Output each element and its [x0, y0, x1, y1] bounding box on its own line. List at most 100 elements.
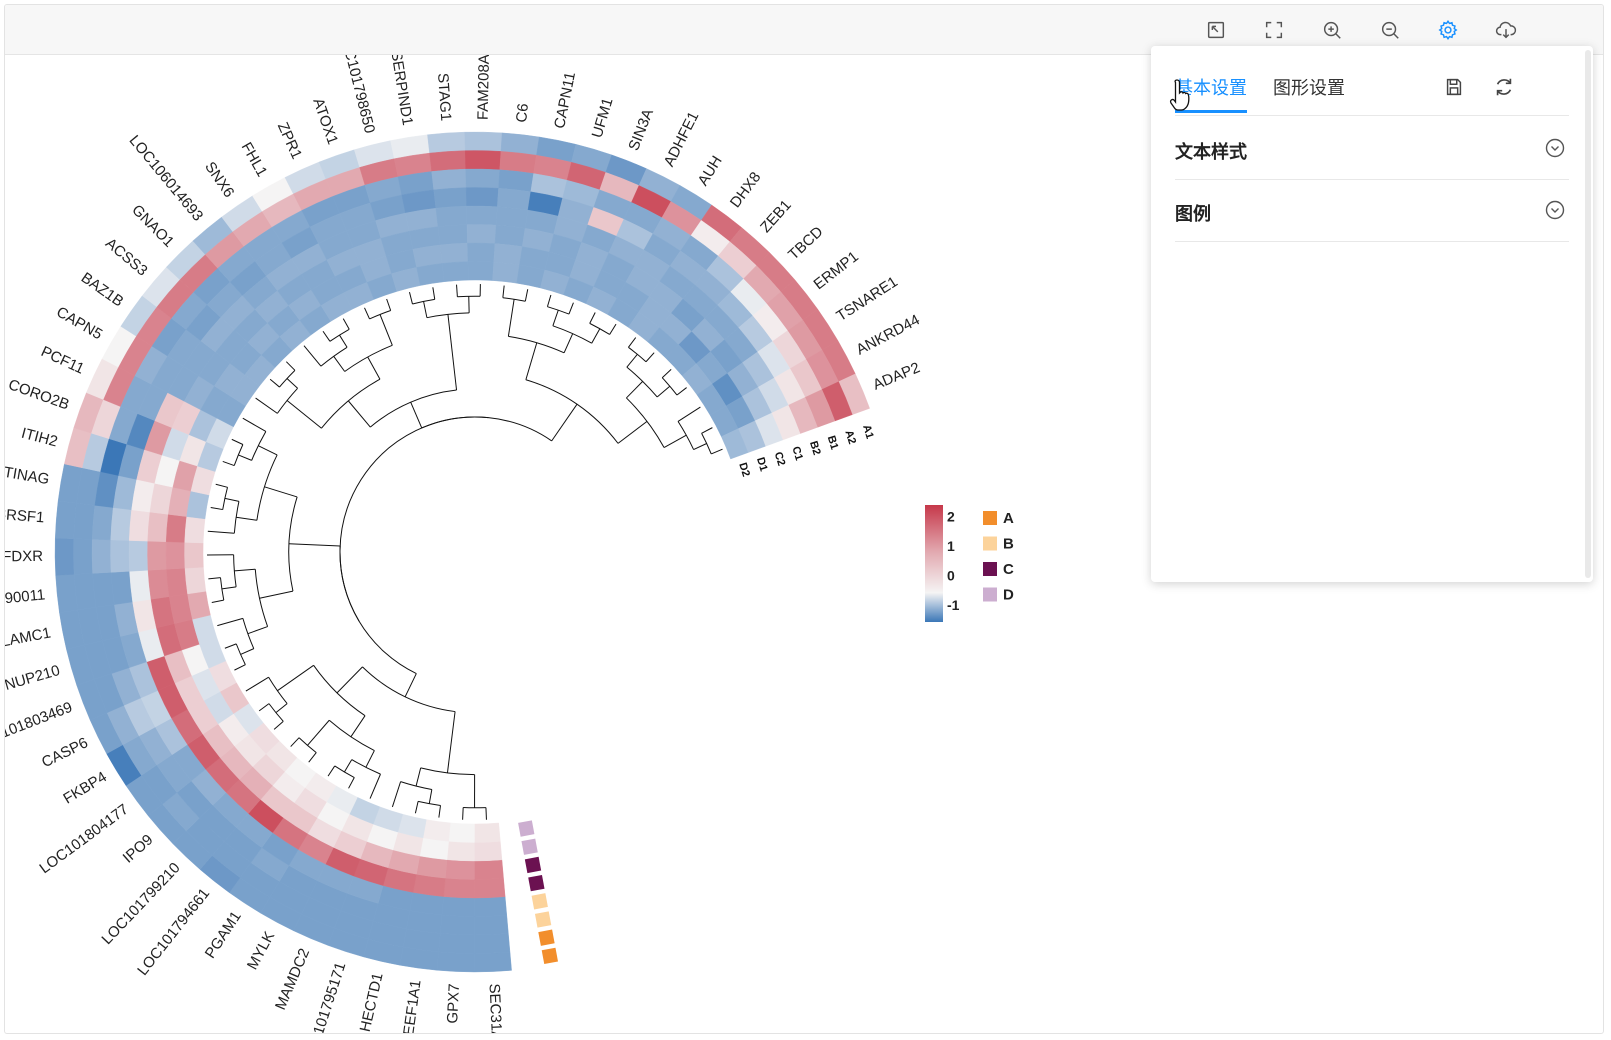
dendrogram-branch	[255, 397, 278, 414]
fullscreen-button[interactable]	[1261, 17, 1287, 43]
dendrogram-branch	[236, 516, 257, 521]
save-button[interactable]	[1441, 74, 1467, 100]
dendrogram-branch	[288, 543, 341, 547]
color-scale-bar	[925, 505, 943, 622]
dendrogram-branch	[238, 454, 252, 461]
gene-label: CORO2B	[6, 376, 71, 413]
dendrogram-branch	[350, 715, 366, 738]
dendrogram-branch	[379, 314, 393, 346]
heatmap-cell	[465, 168, 500, 189]
dendrogram-branch	[408, 292, 413, 305]
gene-label: TBCD	[785, 223, 827, 263]
heatmap-cell	[495, 206, 529, 229]
dendrogram-branch	[339, 334, 348, 348]
tab-basic-settings[interactable]: 基本设置	[1175, 74, 1247, 113]
heatmap-cell	[466, 224, 497, 244]
heatmap-cell	[427, 131, 466, 154]
panel-scrollbar[interactable]	[1585, 50, 1591, 578]
gene-label: GPX7	[444, 983, 463, 1024]
settings-panel: 基本设置 图形设置 文本样式 图例	[1151, 46, 1593, 582]
heatmap-cell	[92, 505, 114, 541]
dendrogram-branch	[208, 577, 221, 580]
dendrogram-arc	[628, 346, 647, 363]
gene-label: GNAO1	[128, 202, 177, 251]
dendrogram-arc	[251, 431, 267, 461]
column-label: D1	[754, 456, 770, 473]
heatmap-cell	[54, 537, 75, 576]
settings-icon	[1438, 20, 1458, 40]
dendrogram-arc	[369, 310, 391, 320]
gene-label: SRSF1	[5, 506, 45, 527]
heatmap-cell	[165, 541, 186, 570]
heatmap-cell	[439, 242, 469, 264]
gene-label: FAM208A	[475, 55, 493, 120]
gene-label: AUH	[695, 153, 726, 189]
heatmap-cell	[184, 542, 204, 569]
group-annotation	[524, 856, 542, 874]
dendrogram-arc	[339, 416, 489, 622]
gene-label: SIN3A	[625, 107, 657, 154]
heatmap-cell	[91, 539, 112, 574]
dendrogram-arc	[268, 676, 288, 704]
section-text-style[interactable]: 文本样式	[1175, 118, 1569, 180]
dendrogram-branch	[336, 666, 363, 694]
heatmap-cell	[165, 514, 187, 543]
dendrogram-arc	[334, 765, 355, 778]
dendrogram-branch	[365, 750, 375, 768]
dendrogram-branch	[626, 354, 638, 368]
column-label: B1	[825, 434, 841, 451]
heatmap-cell	[443, 877, 475, 899]
reset-view-button[interactable]	[1203, 17, 1229, 43]
dendrogram-branch	[286, 378, 298, 389]
dendrogram-branch	[701, 427, 713, 434]
heatmap-cell	[474, 933, 511, 954]
heatmap-cell	[494, 224, 526, 247]
gene-label: MYLK	[244, 929, 278, 973]
dendrogram-branch	[589, 312, 596, 324]
dendrogram-branch	[676, 387, 687, 396]
heatmap-cell	[73, 538, 93, 575]
dendrogram-branch	[552, 309, 559, 326]
heatmap-cell	[416, 263, 445, 286]
heatmap-cell	[437, 224, 468, 246]
dendrogram-arc	[362, 666, 456, 713]
heatmap-cell	[73, 573, 97, 611]
zoom-out-button[interactable]	[1377, 17, 1403, 43]
download-button[interactable]	[1493, 17, 1519, 43]
refresh-button[interactable]	[1491, 74, 1517, 100]
dendrogram-branch	[391, 781, 402, 808]
dendrogram-branch	[693, 443, 707, 451]
gene-label: FDXR	[5, 548, 43, 565]
dendrogram-arc	[235, 643, 246, 665]
zoom-in-button[interactable]	[1319, 17, 1345, 43]
dendrogram-branch	[502, 285, 505, 298]
gene-label: STAG1	[434, 72, 454, 121]
tab-graphic-settings[interactable]: 图形设置	[1273, 78, 1345, 99]
settings-button[interactable]	[1435, 17, 1461, 43]
heatmap-cell	[492, 261, 520, 284]
section-legend[interactable]: 图例	[1175, 180, 1569, 242]
gene-label: CAPN11	[551, 71, 579, 130]
gene-label: FHL1	[238, 139, 271, 179]
heatmap-cell	[474, 859, 504, 880]
group-annotation	[534, 911, 552, 928]
dendrogram-arc	[222, 487, 228, 510]
circular-heatmap: SEC31A GPX7 EEF1A1 HECTD1LOC101795171MAMDC2…	[5, 55, 1014, 1033]
section-label: 文本样式	[1175, 142, 1247, 163]
heatmap-cell	[474, 914, 509, 936]
group-annotation	[521, 838, 538, 855]
dendrogram-arc	[589, 322, 610, 335]
heatmap-cell	[474, 822, 501, 843]
group-annotation	[531, 893, 548, 910]
legend-swatch	[983, 587, 997, 602]
dendrogram-branch	[247, 626, 268, 635]
dendrogram-branch	[264, 486, 298, 498]
scale-tick-label: 0	[947, 568, 955, 584]
dendrogram-branch	[222, 460, 235, 467]
dendrogram-branch	[677, 406, 701, 422]
heatmap-cell	[166, 568, 188, 597]
dendrogram-branch	[414, 801, 419, 814]
heatmap-cell	[419, 837, 449, 860]
dendrogram-branch	[224, 643, 237, 649]
dendrogram-branch	[245, 676, 269, 692]
